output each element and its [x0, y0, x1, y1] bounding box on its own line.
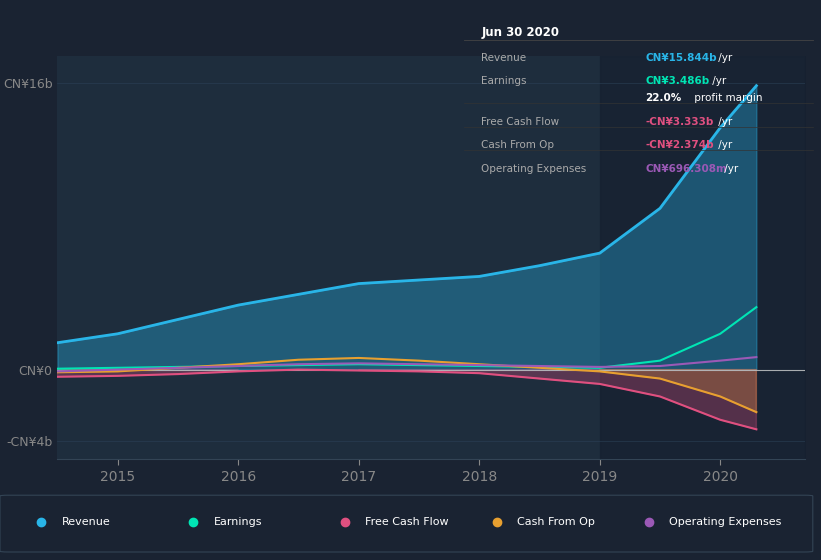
FancyBboxPatch shape — [0, 495, 813, 552]
Text: profit margin: profit margin — [690, 93, 762, 103]
Text: -CN¥3.333b: -CN¥3.333b — [645, 116, 713, 127]
Text: CN¥696.308m: CN¥696.308m — [645, 164, 727, 174]
Text: 22.0%: 22.0% — [645, 93, 681, 103]
Text: Revenue: Revenue — [481, 53, 526, 63]
Text: CN¥15.844b: CN¥15.844b — [645, 53, 717, 63]
Text: Operating Expenses: Operating Expenses — [669, 517, 782, 527]
Text: Revenue: Revenue — [62, 517, 110, 527]
Text: -CN¥2.374b: -CN¥2.374b — [645, 140, 714, 150]
Text: Cash From Op: Cash From Op — [481, 140, 554, 150]
Text: Earnings: Earnings — [481, 76, 527, 86]
Text: Free Cash Flow: Free Cash Flow — [481, 116, 559, 127]
Text: CN¥3.486b: CN¥3.486b — [645, 76, 709, 86]
Text: Earnings: Earnings — [213, 517, 262, 527]
Text: /yr: /yr — [722, 164, 739, 174]
Text: Jun 30 2020: Jun 30 2020 — [481, 26, 559, 39]
Text: Operating Expenses: Operating Expenses — [481, 164, 586, 174]
Text: /yr: /yr — [715, 140, 732, 150]
Text: Cash From Op: Cash From Op — [517, 517, 595, 527]
Text: /yr: /yr — [715, 53, 732, 63]
Text: Free Cash Flow: Free Cash Flow — [365, 517, 449, 527]
Text: /yr: /yr — [709, 76, 726, 86]
Text: /yr: /yr — [715, 116, 732, 127]
